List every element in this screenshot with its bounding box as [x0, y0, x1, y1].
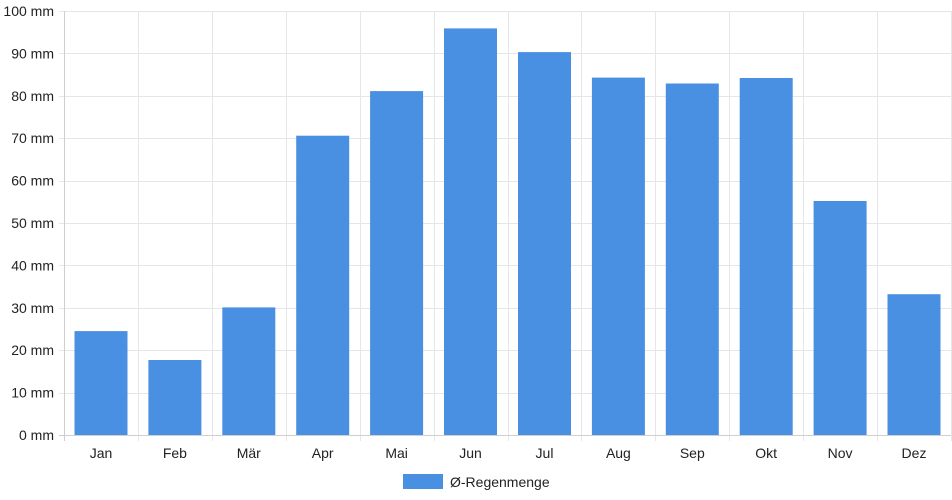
legend-swatch	[403, 474, 443, 489]
x-tick-label: Okt	[755, 445, 777, 461]
bar-jun	[444, 28, 497, 436]
y-tick-label: 100 mm	[3, 3, 54, 19]
bar-okt	[739, 78, 793, 435]
axes	[59, 11, 951, 441]
x-tick-label: Jul	[536, 445, 554, 461]
bar-mai	[370, 91, 424, 435]
x-tick-label: Jun	[459, 445, 482, 461]
y-tick-label: 70 mm	[11, 130, 54, 146]
y-tick-label: 80 mm	[11, 88, 54, 104]
bar-sep	[665, 83, 719, 435]
y-axis-tick-labels: 0 mm 10 mm 20 mm 30 mm 40 mm 50 mm 60 mm 70 mm 8…	[3, 3, 54, 443]
x-tick-label: Mai	[385, 445, 408, 461]
legend-label: Ø-Regenmenge	[450, 474, 550, 490]
bar-dez	[887, 294, 941, 435]
y-tick-label: 10 mm	[11, 385, 54, 401]
bar-aug	[591, 77, 645, 435]
bar-feb	[148, 360, 202, 435]
y-tick-label: 50 mm	[11, 215, 54, 231]
x-tick-label: Nov	[828, 445, 853, 461]
bar-mär	[222, 307, 276, 435]
x-tick-label: Aug	[606, 445, 631, 461]
x-tick-label: Jan	[90, 445, 113, 461]
y-tick-label: 30 mm	[11, 300, 54, 316]
y-tick-label: 60 mm	[11, 173, 54, 189]
x-axis-tick-labels: Jan Feb Mär Apr Mai Jun Jul Aug Sep Okt Nov Dez	[90, 445, 927, 461]
bar-jul	[518, 52, 571, 435]
bars	[74, 28, 941, 436]
x-tick-label: Sep	[680, 445, 705, 461]
y-tick-label: 40 mm	[11, 257, 54, 273]
bar-jan	[74, 331, 128, 435]
bar-apr	[296, 135, 350, 435]
x-tick-label: Apr	[312, 445, 334, 461]
x-tick-label: Mär	[237, 445, 261, 461]
y-tick-label: 20 mm	[11, 342, 54, 358]
bar-nov	[813, 201, 867, 435]
y-tick-label: 0 mm	[19, 427, 54, 443]
x-tick-label: Dez	[902, 445, 927, 461]
legend: Ø-Regenmenge	[403, 474, 550, 490]
y-tick-label: 90 mm	[11, 45, 54, 61]
x-tick-label: Feb	[163, 445, 187, 461]
